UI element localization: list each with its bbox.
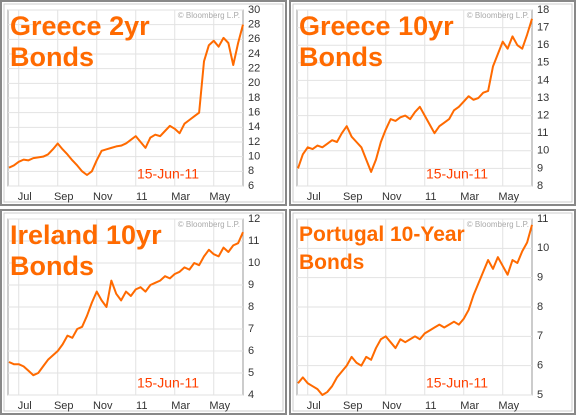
x-tick-label: Sep [54,191,74,203]
y-tick-label: 16 [537,39,549,51]
y-tick-label: 15 [537,57,549,69]
y-tick-label: 12 [537,110,549,122]
y-tick-label: 20 [248,77,260,89]
x-tick-label: May [498,400,519,412]
y-tick-label: 9 [248,279,254,291]
chart-title: Bonds [299,251,364,274]
x-tick-label: 11 [136,191,147,203]
chart-title: Greece 2yr [10,11,150,41]
x-tick-label: Mar [171,191,190,203]
x-tick-label: Jul [307,191,321,203]
panel: 8 9 10 11 12 13 14 15 16 17 18 Jul Sep Nov 11 Mar May Gre… [289,0,576,206]
y-tick-label: 5 [248,367,254,379]
y-tick-label: 6 [537,360,543,372]
x-tick-label: Jul [307,400,321,412]
y-tick-label: 22 [248,63,260,75]
y-tick-label: 8 [248,301,254,313]
x-tick-label: Nov [93,191,113,203]
x-tick-label: Sep [343,400,363,412]
data-line [297,18,533,173]
panel-inner-frame [3,212,284,412]
copyright: © Bloomberg L.P. [178,11,240,20]
date-annotation: 15-Jun-11 [137,375,199,391]
chart-title: Ireland 10yr [10,220,162,250]
x-tick-label: Sep [343,191,363,203]
y-tick-label: 9 [537,272,543,284]
y-tick-label: 18 [537,4,549,16]
x-tick-label: 11 [425,191,436,203]
data-line [297,224,533,396]
data-line [8,24,244,176]
x-tick-label: Nov [382,400,402,412]
panel-inner-frame [3,3,284,203]
x-tick-label: 11 [136,400,147,412]
panel: 5 6 7 8 9 10 11 Jul Sep Nov 11 Mar May Portugal 10-Ye… [289,209,576,415]
x-tick-label: May [209,191,230,203]
copyright: © Bloomberg L.P. [467,11,529,20]
date-annotation: 15-Jun-11 [426,166,488,182]
chart-title: Bonds [10,42,94,72]
y-tick-label: 14 [537,74,549,86]
chart-title: Portugal 10-Year [299,223,465,246]
x-tick-label: Mar [460,191,479,203]
y-tick-label: 16 [248,107,260,119]
y-tick-label: 10 [537,145,549,157]
panel-inner-frame [292,212,573,412]
y-tick-label: 11 [248,235,259,247]
y-tick-label: 11 [537,127,548,139]
date-annotation: 15-Jun-11 [137,166,199,182]
y-tick-label: 12 [248,136,260,148]
y-tick-label: 17 [537,22,549,34]
y-tick-label: 24 [248,48,260,60]
y-tick-label: 8 [537,301,543,313]
y-tick-label: 26 [248,33,260,45]
x-tick-label: May [498,191,519,203]
date-annotation: 15-Jun-11 [426,375,488,391]
y-tick-label: 13 [537,92,549,104]
y-tick-label: 7 [537,330,543,342]
y-tick-label: 14 [248,121,260,133]
chart-title: Bonds [299,42,383,72]
y-tick-label: 9 [537,162,543,174]
copyright: © Bloomberg L.P. [178,220,240,229]
y-tick-label: 18 [248,92,260,104]
y-tick-label: 10 [248,257,260,269]
y-tick-label: 5 [537,389,543,401]
panel: 4 5 6 7 8 9 10 11 12 Jul Sep Nov 11 Mar May Ireland 10y… [0,209,287,415]
x-tick-label: Jul [18,191,32,203]
panel: 6 8 10 12 14 16 18 20 22 24 26 28 30 Jul Sep Nov 11 Mar Ma… [0,0,287,206]
x-tick-label: Mar [460,400,479,412]
y-tick-label: 6 [248,345,254,357]
y-tick-label: 8 [248,165,254,177]
y-tick-label: 11 [537,213,548,225]
chart-title: Bonds [10,251,94,281]
y-tick-label: 6 [248,180,254,192]
x-tick-label: Sep [54,400,74,412]
y-tick-label: 10 [248,151,260,163]
y-tick-label: 28 [248,19,260,31]
x-tick-label: Mar [171,400,190,412]
panel-inner-frame [292,3,573,203]
x-tick-label: Nov [93,400,113,412]
x-tick-label: 11 [425,400,436,412]
y-tick-label: 4 [248,389,254,401]
x-tick-label: Nov [382,191,402,203]
y-tick-label: 10 [537,242,549,254]
y-tick-label: 8 [537,180,543,192]
x-tick-label: Jul [18,400,32,412]
data-line [8,231,244,377]
copyright: © Bloomberg L.P. [467,220,529,229]
chart-title: Greece 10yr [299,11,454,41]
y-tick-label: 7 [248,323,254,335]
x-tick-label: May [209,400,230,412]
y-tick-label: 30 [248,4,260,16]
y-tick-label: 12 [248,213,260,225]
